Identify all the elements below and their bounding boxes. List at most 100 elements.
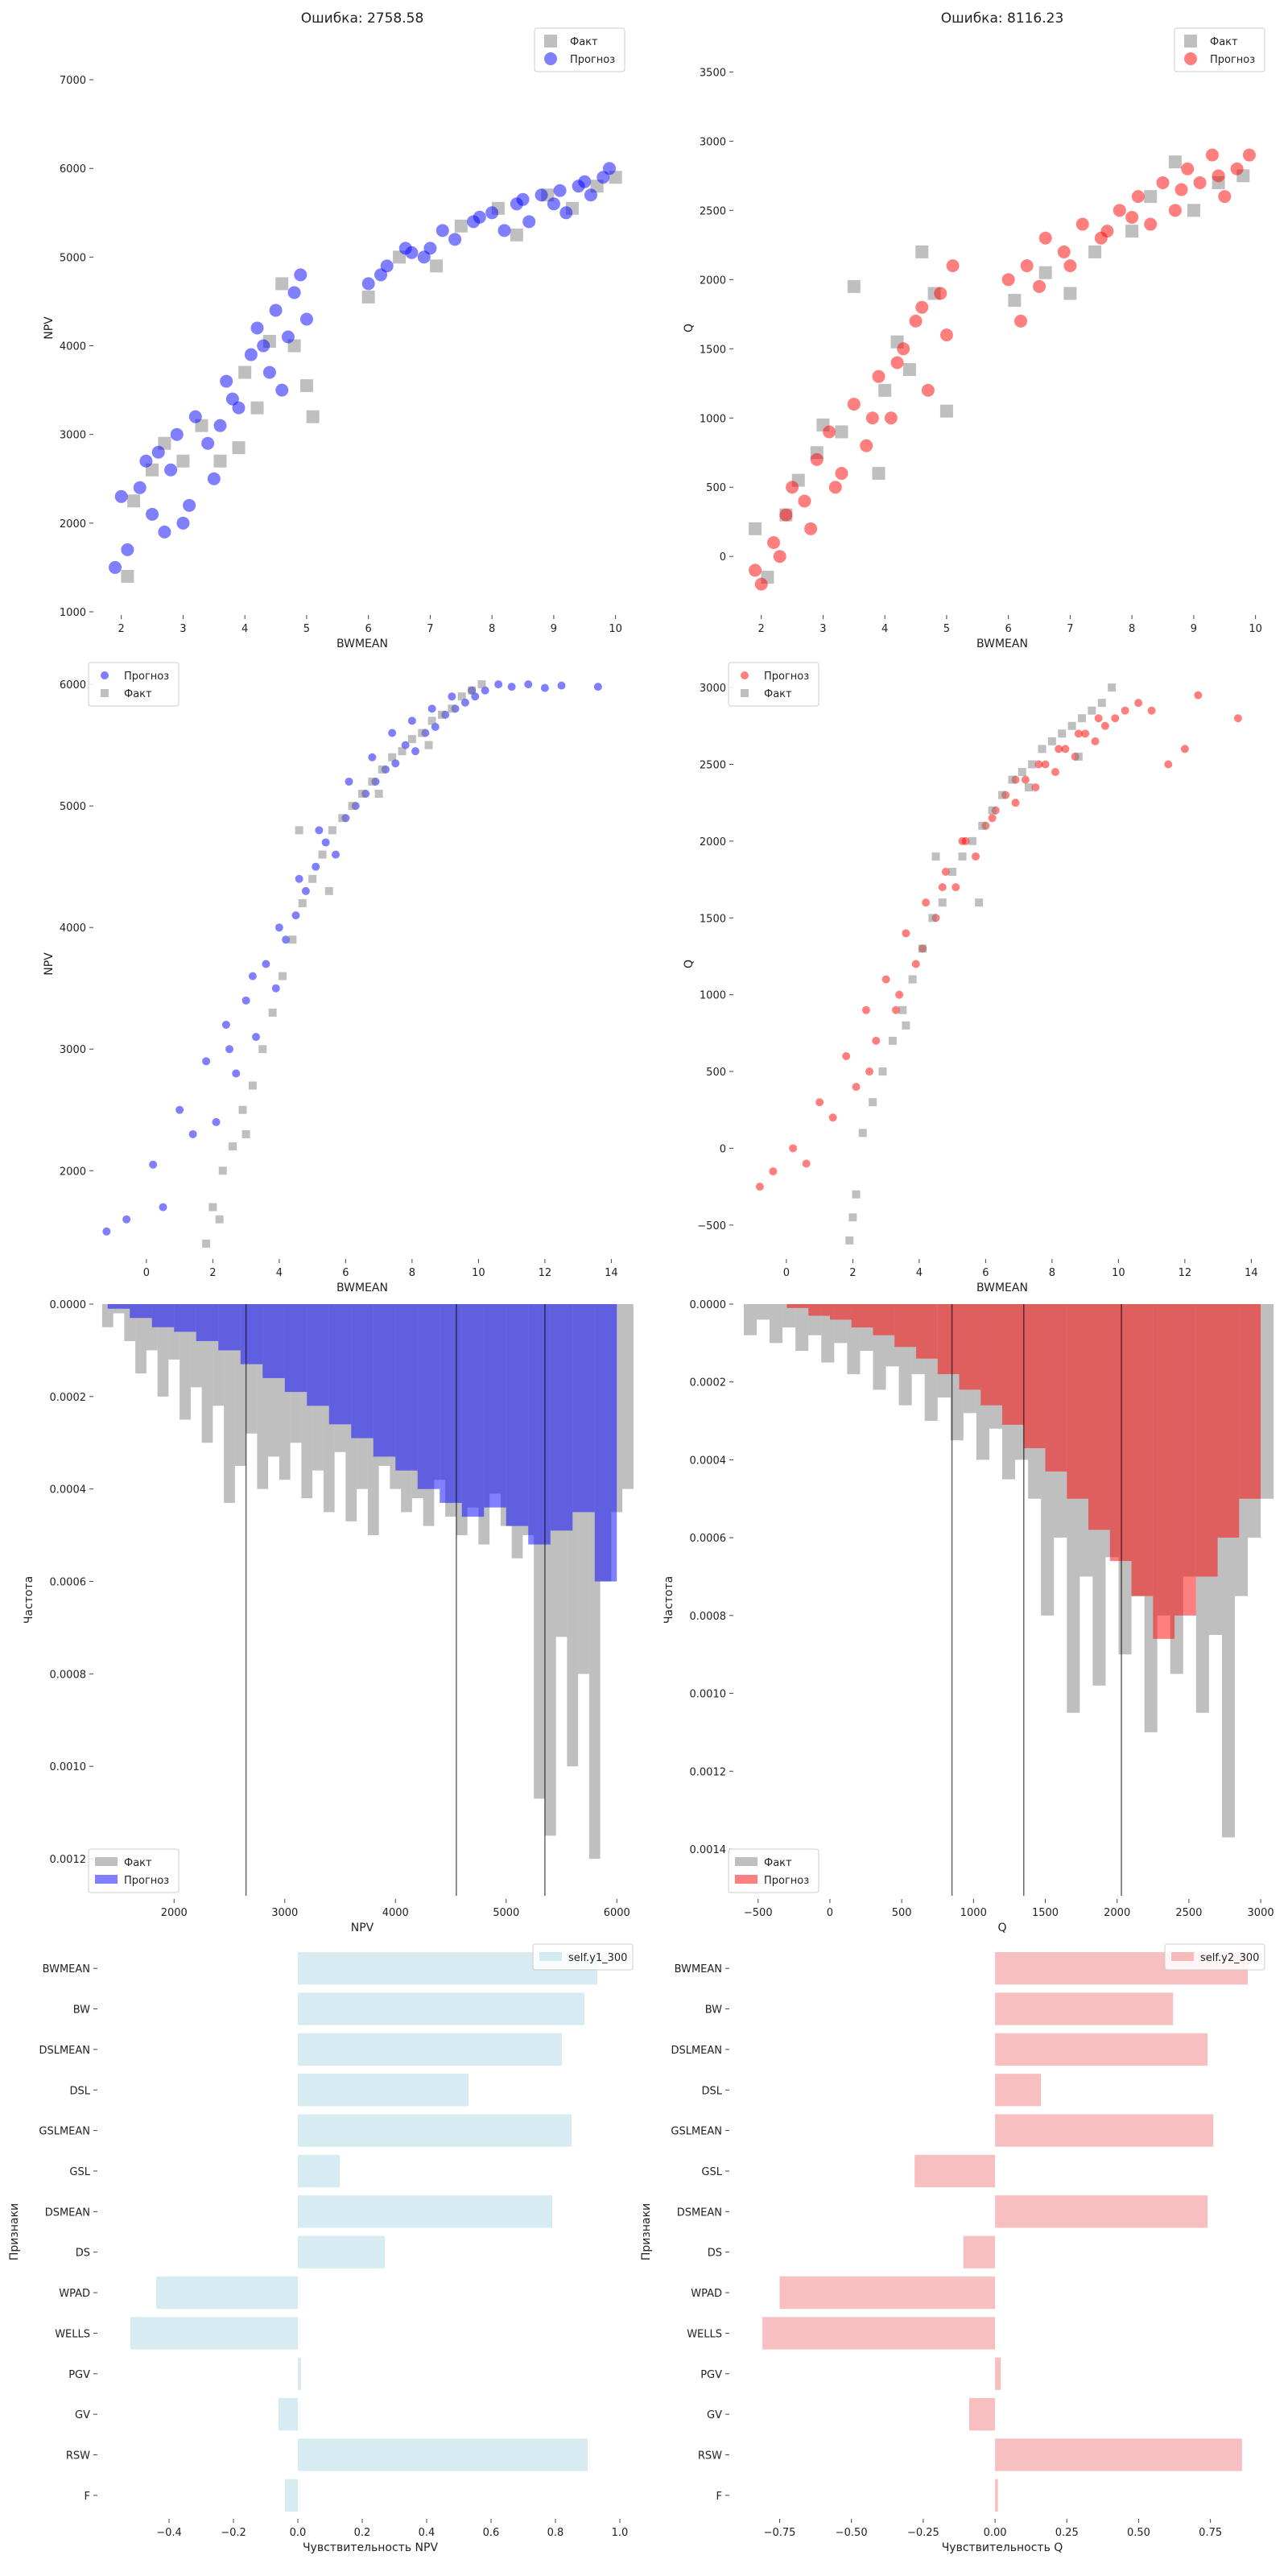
data-point-square [398,747,407,756]
data-point-circle [1193,175,1207,189]
histogram-bar [851,1304,873,1328]
x-tick-label: 2 [209,1267,216,1279]
y-tick-label: 3000 [60,430,86,442]
data-point-square [1063,287,1077,300]
data-point-circle [921,383,935,397]
data-point-circle [786,481,799,494]
data-point-circle [1134,699,1143,708]
data-point-square [1097,699,1106,708]
data-point-circle [1131,190,1145,204]
x-tick-label: 5 [303,623,310,635]
series-0 [121,171,622,583]
data-point-circle [1061,745,1070,753]
data-point-circle [769,1167,778,1176]
histogram-bar [756,1304,770,1320]
data-point-square [1058,729,1067,738]
y-tick-label: 2000 [700,275,726,287]
data-point-circle [897,342,910,356]
histogram-bar [196,1304,219,1341]
data-point-circle [593,683,602,691]
data-point-circle [269,303,283,317]
x-tick-label: 2 [118,623,125,635]
legend-entry: Прогноз [764,1875,809,1887]
y-tick-label: 3000 [60,1044,86,1056]
category-label: GV [707,2409,722,2421]
chart-p7: BWMEAN BW DSLMEAN DSL GSLMEAN GSL DSMEAN DS WPAD… [8,1943,634,2554]
data-point-square [348,802,357,811]
data-point-circle [361,277,375,291]
x-tick-label: 12 [539,1267,552,1279]
data-point-circle [1147,706,1156,715]
histogram-bar [959,1304,981,1390]
data-point-square [902,363,916,377]
data-point-circle [1031,783,1040,792]
data-point-circle [170,427,184,441]
legend-entry: Прогноз [124,1875,169,1887]
histogram-bar [224,1304,235,1503]
data-point-square [919,944,927,953]
data-point-square [288,935,297,944]
category-label: F [85,2491,90,2503]
y-tick-label: 2500 [700,205,726,217]
category-label: RSW [698,2450,722,2462]
y-axis-label: Признаки [640,2203,653,2260]
data-point-circle [1205,148,1219,162]
legend-swatch [544,35,557,47]
category-label: WELLS [55,2328,90,2340]
chart-p2: Ошибка: 8116.23 2 3 4 5 6 7 8 9 10 0 500 1000 1500 200… [683,10,1265,650]
y-tick-label: 3500 [700,67,726,79]
data-point-square [1078,714,1086,723]
data-point-circle [1156,175,1170,189]
data-point-square [968,836,976,845]
data-point-square [1088,706,1096,715]
data-point-circle [244,348,258,361]
category-label: BW [73,2004,90,2017]
data-point-square [378,765,386,774]
data-point-square [306,410,320,423]
data-point-circle [1075,217,1089,231]
category-label: WPAD [691,2288,722,2300]
data-point-circle [842,1051,851,1060]
data-point-circle [282,935,291,944]
histogram-bar [151,1304,175,1327]
histogram-bar [1174,1304,1196,1616]
data-point-square [749,522,762,535]
legend-entry: Факт [764,688,792,700]
x-tick-label: 4 [242,623,248,635]
sensitivity-bar [298,2357,301,2390]
data-point-circle [1242,148,1256,162]
sensitivity-bar [279,2397,298,2431]
data-point-square [1108,683,1117,692]
data-point-circle [257,339,270,353]
x-tick-label: −500 [744,1907,773,1919]
data-point-circle [557,681,566,690]
data-point-square [368,777,377,786]
x-tick-label: 4 [916,1267,923,1279]
data-point-circle [473,210,486,224]
data-point-circle [345,777,353,786]
data-point-circle [321,838,330,847]
legend: Прогноз Факт [88,662,180,707]
data-point-circle [1181,162,1195,175]
data-point-square [279,972,287,980]
data-point-square [295,826,303,835]
x-axis-label: Чувствительность NPV [303,2541,438,2554]
x-tick-label: 500 [892,1907,912,1919]
legend-swatch [95,1857,118,1866]
x-tick-label: 2000 [161,1907,188,1919]
y-axis-label: Q [683,960,696,968]
histogram-bar [1239,1304,1261,1499]
y-tick-label: 0.0000 [690,1299,727,1311]
data-point-circle [262,365,276,379]
data-point-circle [847,398,861,411]
data-point-square [238,365,252,379]
data-point-circle [175,1105,184,1114]
x-tick-label: 1500 [1032,1907,1059,1919]
data-point-circle [411,747,419,756]
data-point-square [848,1213,857,1222]
x-tick-label: 10 [1112,1267,1125,1279]
data-point-square [424,741,433,749]
data-point-square [374,790,383,799]
data-point-circle [220,374,233,388]
data-point-square [218,1166,227,1175]
